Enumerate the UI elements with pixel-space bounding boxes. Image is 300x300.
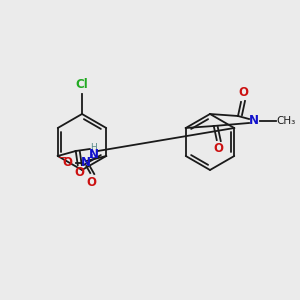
- Text: N: N: [81, 157, 91, 169]
- Text: N: N: [249, 115, 259, 128]
- Text: O: O: [214, 142, 224, 155]
- Text: O: O: [238, 86, 248, 100]
- Text: +: +: [88, 152, 95, 161]
- Text: CH₃: CH₃: [276, 116, 296, 126]
- Text: −: −: [58, 153, 67, 163]
- Text: O: O: [62, 157, 72, 169]
- Text: Cl: Cl: [76, 79, 88, 92]
- Text: O: O: [75, 167, 85, 179]
- Text: N: N: [89, 148, 99, 160]
- Text: H: H: [90, 142, 97, 152]
- Text: O: O: [86, 176, 96, 188]
